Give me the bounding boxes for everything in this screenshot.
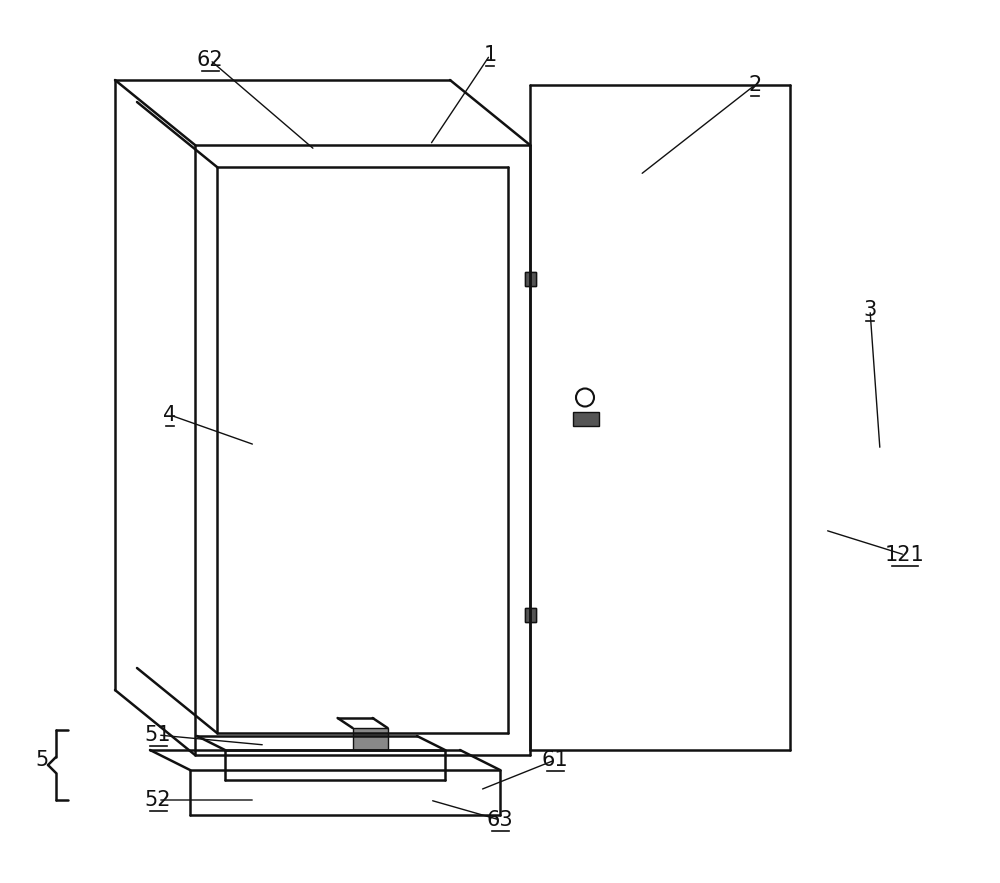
Bar [525, 608, 536, 622]
Text: 121: 121 [885, 545, 925, 565]
Text: 51: 51 [145, 725, 171, 745]
Bar [525, 608, 536, 622]
Text: 52: 52 [145, 790, 171, 810]
Text: 3: 3 [863, 300, 877, 320]
Text: 61: 61 [542, 750, 568, 770]
Bar [525, 272, 536, 286]
Text: 1: 1 [483, 45, 497, 65]
Text: 62: 62 [197, 50, 223, 70]
Bar [353, 728, 388, 750]
Bar [573, 411, 599, 426]
Text: 2: 2 [748, 75, 762, 95]
Bar [525, 272, 536, 286]
Text: 5: 5 [35, 750, 49, 770]
Text: 4: 4 [163, 405, 177, 425]
Text: 63: 63 [487, 810, 513, 830]
